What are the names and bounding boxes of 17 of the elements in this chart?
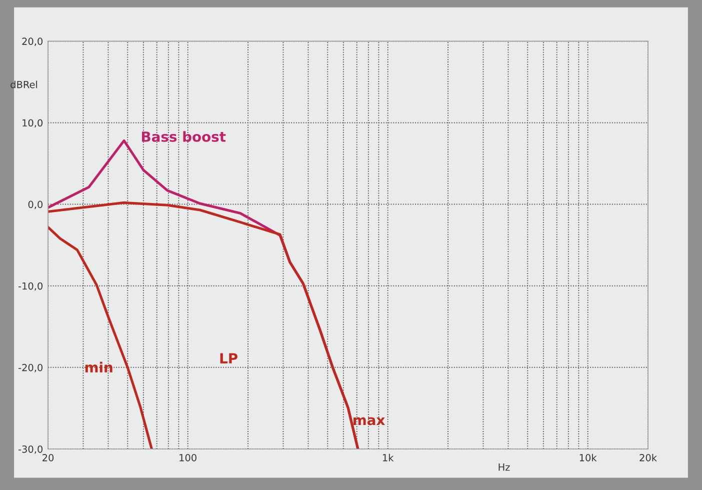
y-tick-label: 10,0 — [22, 119, 43, 128]
series-label: Bass boost — [142, 131, 226, 142]
annotation: LP — [220, 353, 238, 364]
series-label: max — [354, 417, 385, 426]
y-tick-label: -30,0 — [18, 445, 43, 454]
x-tick-label: 10k — [580, 454, 597, 462]
series-label: min — [85, 362, 112, 372]
x-tick-label: 100 — [180, 454, 196, 462]
x-tick-label: 1k — [382, 454, 394, 462]
y-tick-label: 0,0 — [28, 200, 43, 210]
y-axis-title: dBRel — [10, 80, 38, 88]
x-axis-title: Hz — [498, 464, 510, 471]
y-tick-label: -20,0 — [18, 364, 43, 372]
y-tick-label: -10,0 — [18, 282, 43, 291]
y-tick-label: 20,0 — [22, 38, 43, 46]
x-tick-label: 20 — [42, 454, 54, 462]
x-tick-label: 20k — [640, 454, 657, 462]
